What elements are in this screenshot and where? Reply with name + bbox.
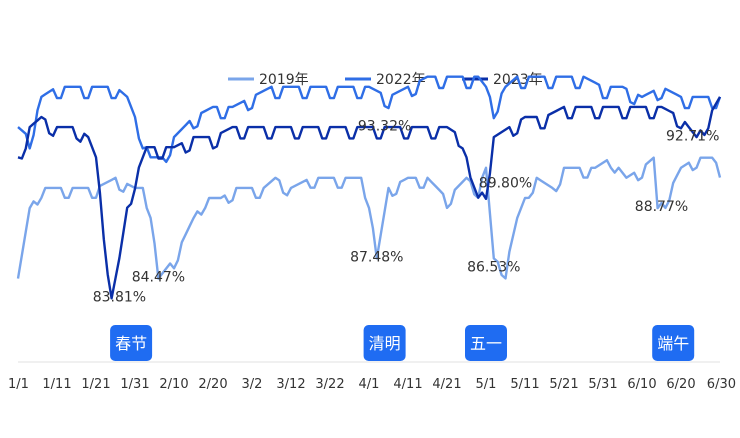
x-tick-label-6: 3/2 (242, 377, 263, 392)
x-tick-label-15: 5/31 (588, 377, 617, 392)
x-tick-label-9: 4/1 (359, 377, 380, 392)
x-tick-label-8: 3/22 (315, 377, 344, 392)
x-tick-label-12: 5/1 (476, 377, 497, 392)
series-line-2 (17, 96, 722, 300)
x-tick-label-13: 5/11 (510, 377, 539, 392)
holiday-badge-bg-0 (110, 325, 153, 361)
legend-label-1: 2022年 (376, 72, 426, 88)
x-axis-ticks: 1/1 1/11 1/21 1/31 2/10 2/20 3/2 3/12 3/22 4/1 4/1… (8, 377, 736, 392)
x-tick-label-10: 4/11 (393, 377, 422, 392)
x-tick-label-18: 6/30 (707, 377, 736, 392)
holiday-label-0: 春节 (115, 334, 147, 353)
x-tick-label-3: 1/31 (120, 377, 149, 392)
holiday-badge-bg-3 (652, 325, 695, 361)
data-label-2: 93.32% (358, 118, 411, 134)
x-tick-label-14: 5/21 (549, 377, 578, 392)
holiday-badge-1: 清明 (363, 325, 406, 361)
data-label-0: 83.81% (93, 290, 146, 306)
holiday-badge-bg-1 (363, 325, 406, 361)
x-tick-label-2: 1/21 (81, 377, 110, 392)
data-label-4: 89.80% (479, 176, 532, 192)
data-label-1: 84.47% (132, 269, 185, 285)
legend-label-0: 2019年 (259, 72, 309, 88)
data-labels: 83.81% 84.47% 93.32% 87.48% 89.80% 86.53% 88.7… (93, 118, 720, 305)
x-tick-label-1: 1/11 (42, 377, 71, 392)
holiday-badge-3: 端午 (652, 325, 695, 361)
data-label-7: 92.71% (666, 128, 719, 144)
x-tick-label-11: 4/21 (432, 377, 461, 392)
x-tick-label-16: 6/10 (627, 377, 656, 392)
holiday-label-3: 端午 (657, 334, 689, 353)
data-label-3: 87.48% (350, 249, 403, 265)
holiday-badge-0: 春节 (110, 325, 153, 361)
data-label-6: 88.77% (635, 199, 688, 215)
holiday-badge-bg-2 (465, 325, 507, 361)
x-tick-label-17: 6/20 (666, 377, 695, 392)
series-layer (16, 75, 722, 300)
holiday-badges: 春节 清明 五一 端午 (110, 325, 695, 361)
holiday-label-2: 五一 (470, 334, 502, 353)
x-tick-label-5: 2/20 (198, 377, 227, 392)
x-tick-label-4: 2/10 (159, 377, 188, 392)
x-tick-label-0: 1/1 (8, 377, 29, 392)
legend: 2019年 2022年 2023年 (228, 72, 543, 88)
holiday-label-1: 清明 (369, 334, 401, 353)
data-label-5: 86.53% (467, 259, 520, 275)
series-line-1 (17, 75, 722, 164)
x-tick-label-7: 3/12 (276, 377, 305, 392)
holiday-badge-2: 五一 (465, 325, 507, 361)
